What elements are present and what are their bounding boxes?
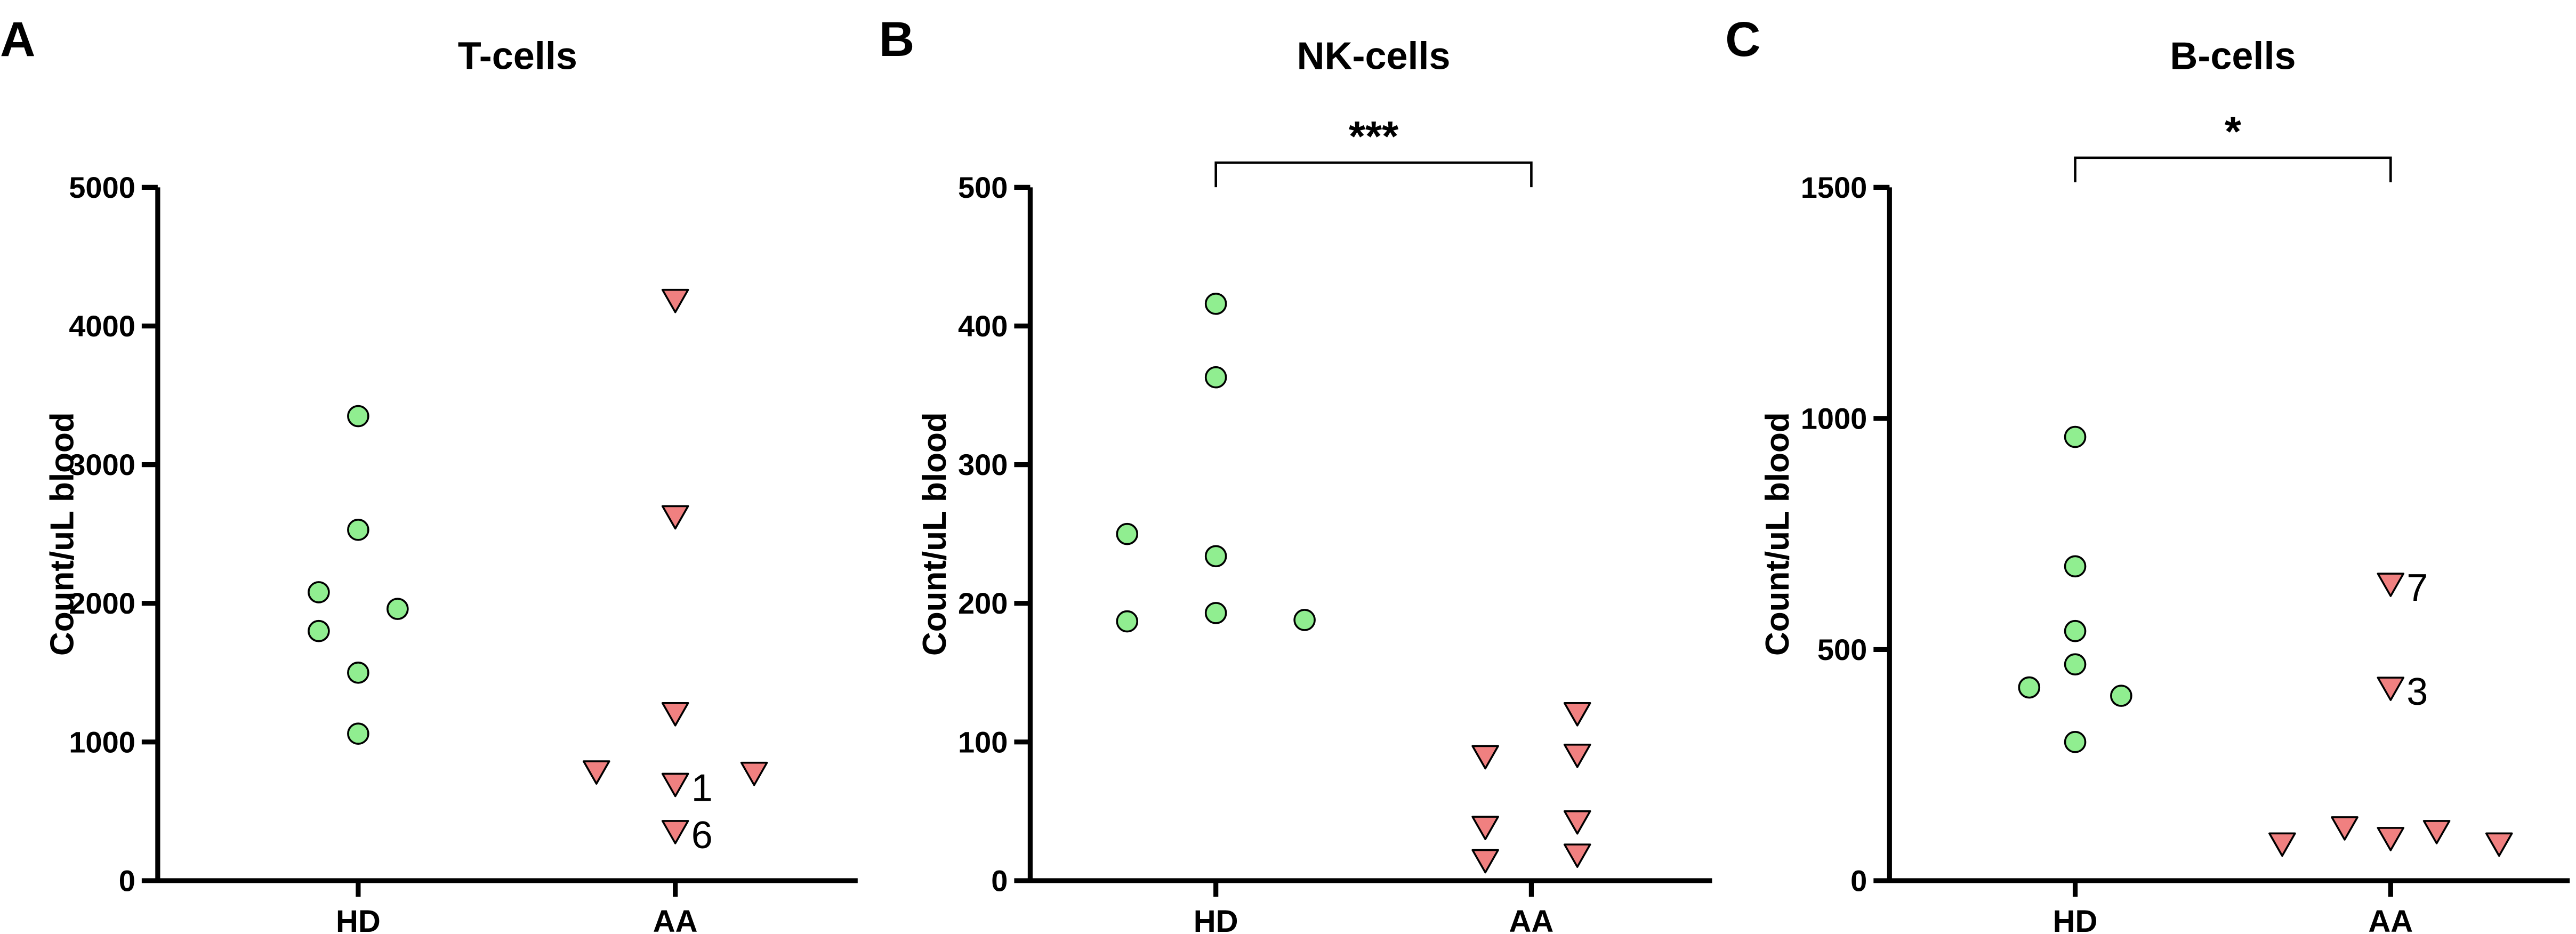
data-point-hd [347,405,369,428]
y-tick-label: 1000 [69,725,135,759]
data-point-aa [661,505,689,530]
y-tick-label: 0 [991,864,1008,897]
data-point-hd [2064,619,2087,642]
data-point-aa [661,288,689,313]
data-point-aa [2377,573,2405,597]
y-tick-label: 0 [1850,864,1867,897]
x-category-label: HD [1194,904,1238,934]
data-point-aa [2485,832,2513,857]
x-category-label: AA [1509,904,1554,934]
panel-label: C [1725,12,1760,67]
y-tick-label: 2000 [69,586,135,620]
y-tick-label: 400 [958,309,1008,343]
data-point-hd [1293,609,1316,631]
data-point-aa [1563,744,1591,768]
data-point-hd [2018,676,2041,699]
y-tick-label: 500 [1817,633,1867,666]
data-point-hd [2064,555,2087,578]
data-point-hd [1204,366,1227,389]
y-axis-label: Count/uL blood [1759,412,1796,656]
data-point-aa [661,820,689,844]
panel-label: A [0,12,35,67]
data-point-aa [740,761,768,786]
data-point-aa [2377,677,2405,701]
data-point-aa [1471,816,1499,840]
data-point-hd [347,519,369,541]
y-tick-label: 200 [958,586,1008,620]
y-tick-label: 1000 [1801,401,1867,435]
x-category-label: AA [2368,904,2413,934]
x-category-label: HD [336,904,381,934]
panel-c: C B-cells Count/uL blood HD AA 0 500 100… [1725,12,2570,934]
data-point-hd [387,598,409,620]
y-tick-label: 5000 [69,171,135,204]
y-tick-label: 1500 [1801,171,1867,204]
point-annotation: 1 [691,767,713,809]
data-point-aa [1563,810,1591,835]
y-tick-label: 100 [958,725,1008,759]
data-point-aa [2377,827,2405,851]
data-point-hd [308,581,330,603]
chart-title: B-cells [2170,35,2296,77]
data-point-hd [1116,522,1139,545]
data-point-hd [1116,610,1139,633]
point-annotation: 3 [2406,671,2428,713]
data-point-hd [1204,293,1227,315]
significance-label: * [2225,108,2242,155]
data-point-aa [1563,702,1591,727]
data-point-aa [2331,816,2358,841]
data-point-hd [2110,685,2132,707]
data-point-aa [2268,832,2296,857]
data-point-aa [2422,820,2451,844]
point-annotation: 7 [2406,567,2428,609]
data-point-aa [582,760,610,785]
data-point-aa [1563,843,1591,868]
x-category-label: AA [653,904,698,934]
panel-b: B NK-cells Count/uL blood HD AA 0 100 20… [879,12,1712,934]
significance-bracket [1214,161,1533,188]
y-tick-label: 3000 [69,448,135,481]
data-point-aa [661,772,689,798]
data-point-hd [2064,731,2087,753]
significance-label: *** [1349,112,1399,160]
data-point-hd [2064,425,2087,448]
y-tick-label: 0 [119,864,135,897]
y-axis-label: Count/uL blood [44,412,81,656]
x-category-label: HD [2053,904,2098,934]
y-tick-label: 300 [958,448,1008,481]
chart-title: NK-cells [1297,35,1450,77]
panel-a: A T-cells Count/uL blood HD AA 0 1000 20… [0,12,858,934]
data-point-hd [1204,545,1227,568]
data-point-aa [1471,745,1499,770]
data-point-hd [347,661,369,684]
panel-label: B [879,12,914,67]
y-axis-label: Count/uL blood [916,412,953,656]
data-point-aa [1471,849,1499,874]
data-point-aa [661,702,689,727]
data-point-hd [1204,602,1227,624]
y-tick-label: 500 [958,171,1008,204]
data-point-hd [2064,653,2087,675]
data-point-hd [308,619,330,642]
chart-title: T-cells [458,35,577,77]
significance-bracket [2074,156,2392,182]
data-point-hd [347,722,369,745]
point-annotation: 6 [691,814,713,857]
y-tick-label: 4000 [69,309,135,343]
